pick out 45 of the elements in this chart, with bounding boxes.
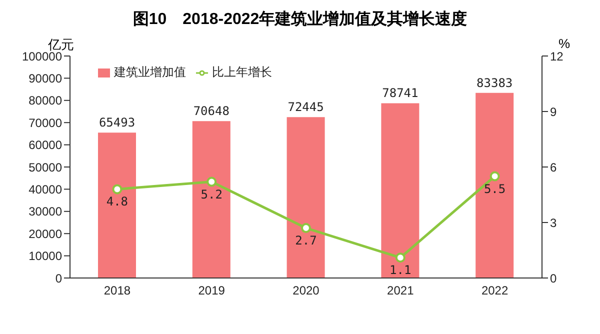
y-tick-label: 90000 (28, 71, 62, 86)
data-label: 2.7 (295, 234, 317, 248)
y-tick-label: 30000 (28, 204, 62, 219)
x-tick-label: 2018 (104, 284, 131, 298)
point (490, 171, 500, 182)
y-tick-label: 50000 (28, 160, 62, 174)
data-label: 5.5 (484, 182, 506, 196)
x-tick-label: 2021 (387, 284, 414, 298)
point (301, 223, 311, 234)
y2-tick-label: 12 (550, 49, 564, 64)
bar (286, 117, 325, 278)
y-tick-label: 20000 (28, 226, 62, 241)
y-axis-title: 亿元 (48, 36, 74, 52)
data-label: 1.1 (390, 263, 412, 278)
point (395, 252, 406, 263)
data-label: 5.2 (200, 187, 222, 202)
y2-tick-label: 6 (550, 160, 557, 174)
data-label: 83383 (476, 76, 513, 90)
y2-tick-label: 9 (550, 104, 557, 119)
y-tick-label: 40000 (28, 182, 62, 196)
data-label: 4.8 (106, 194, 128, 209)
bar (98, 132, 136, 278)
y2-tick-label: 0 (550, 271, 557, 286)
data-label: 70648 (193, 104, 230, 118)
data-label: 65493 (98, 116, 136, 130)
data-label: 72445 (288, 100, 324, 114)
legend-label: 比上年增长 (212, 65, 272, 79)
y-tick-label: 70000 (28, 116, 62, 130)
bar (381, 103, 420, 278)
x-tick-label: 2019 (198, 284, 226, 298)
bar (476, 92, 514, 278)
bar (192, 121, 230, 278)
y2-axis-title: % (558, 36, 570, 51)
y-tick-label: 60000 (28, 138, 62, 152)
data-label: 78741 (382, 86, 418, 100)
y-tick-label: 10000 (28, 249, 62, 264)
point (206, 176, 217, 187)
chart-title: 图10 2018-2022年建筑业增加值及其增长速度 (132, 9, 468, 30)
y2-tick-label: 3 (550, 216, 557, 230)
point (112, 184, 122, 194)
x-tick-label: 2020 (292, 284, 320, 298)
x-tick-label: 2022 (481, 284, 508, 298)
y-tick-label: 80000 (28, 94, 62, 108)
legend-label: 建筑业增加值 (114, 65, 186, 79)
y-tick-label: 0 (55, 271, 62, 286)
